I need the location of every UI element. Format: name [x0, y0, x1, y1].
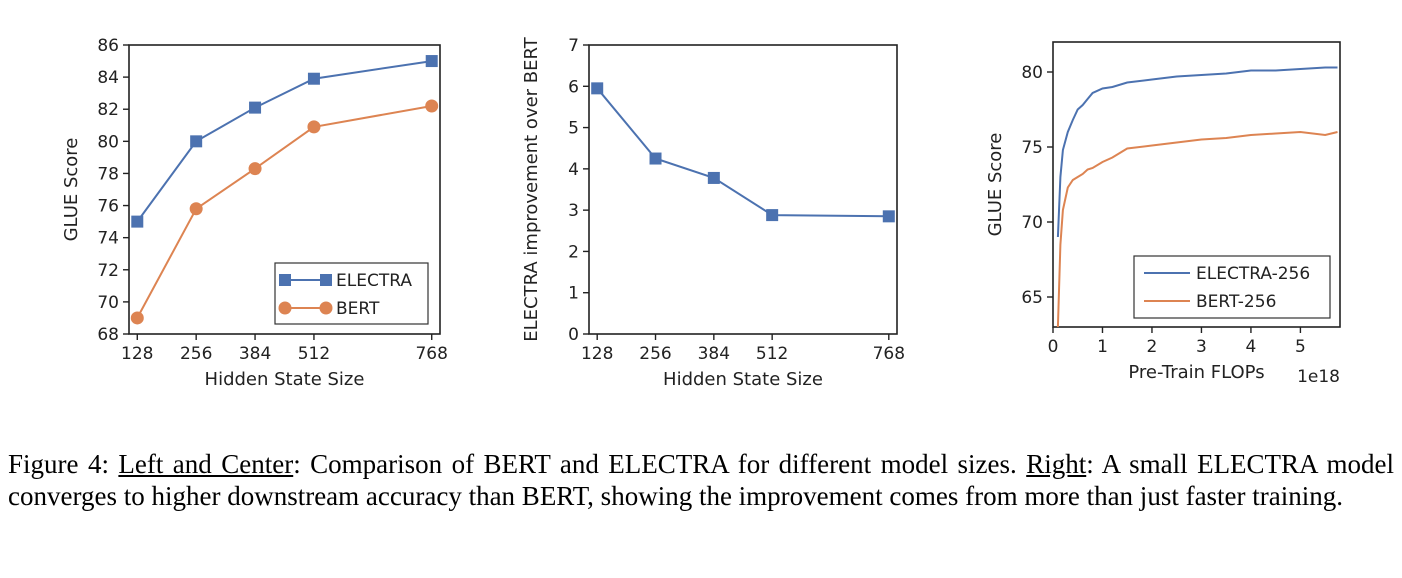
- y-axis-label: GLUE Score: [61, 138, 82, 242]
- data-point-square: [707, 171, 720, 184]
- x-axis-label: Pre-Train FLOPs: [1128, 362, 1264, 383]
- data-point-circle: [130, 311, 144, 325]
- x-tick-label: 384: [239, 344, 271, 364]
- data-point-square: [766, 209, 779, 222]
- x-tick-label: 512: [756, 344, 788, 364]
- caption-mid: : Comparison of BERT and ELECTRA for dif…: [293, 449, 1027, 479]
- x-axis-label: Hidden State Size: [205, 369, 365, 390]
- y-tick-label: 2: [568, 242, 579, 262]
- y-tick-label: 70: [1021, 213, 1043, 233]
- data-point-square: [649, 152, 662, 165]
- x-tick-label: 768: [415, 344, 447, 364]
- x-tick-label: 256: [639, 344, 671, 364]
- legend-marker: [278, 301, 292, 315]
- data-point-square: [425, 55, 438, 68]
- data-point-square: [190, 135, 203, 148]
- series-line-electra-256: [1056, 66, 1338, 238]
- x-tick-label: 5: [1295, 337, 1306, 357]
- y-tick-label: 72: [97, 261, 119, 281]
- x-axis-multiplier: 1e18: [1297, 367, 1340, 387]
- x-tick-label: 768: [873, 344, 905, 364]
- y-tick-label: 75: [1021, 138, 1043, 158]
- legend-marker: [319, 301, 333, 315]
- x-tick-label: 512: [298, 344, 330, 364]
- plot-frame: [128, 44, 441, 335]
- legend-label: ELECTRA: [336, 271, 412, 291]
- data-point-circle: [425, 99, 439, 113]
- legend-label: BERT-256: [1196, 292, 1276, 312]
- caption-left-center: Left and Center: [118, 449, 294, 479]
- data-point-square: [591, 82, 604, 95]
- series-line-improvement: [596, 87, 889, 218]
- center-chart: 128 256 384 512 768 0 1 2 3 4 5 6 7 Hidden State Size…: [521, 36, 905, 390]
- y-tick-label: 84: [97, 68, 119, 88]
- y-tick-label: 0: [568, 325, 579, 345]
- y-tick-label: 70: [97, 293, 119, 313]
- legend-box: [274, 262, 429, 325]
- data-point-square: [882, 210, 895, 223]
- y-tick-label: 7: [568, 36, 579, 56]
- y-tick-label: 86: [97, 36, 119, 56]
- right-chart: 0 1 2 3 4 5 65 70 75 80 Pre-Train FLOPs GLUE Score 1…: [985, 41, 1341, 387]
- y-tick-label: 1: [568, 284, 579, 304]
- legend-marker: [279, 274, 291, 286]
- y-axis-label: GLUE Score: [985, 133, 1006, 237]
- y-tick-label: 68: [97, 325, 119, 345]
- x-tick-label: 0: [1048, 337, 1059, 357]
- data-point-circle: [189, 202, 203, 216]
- legend-label: BERT: [336, 299, 380, 319]
- data-point-square: [249, 101, 262, 114]
- y-tick-label: 6: [568, 77, 579, 97]
- x-tick-label: 3: [1196, 337, 1207, 357]
- data-point-circle: [248, 162, 262, 176]
- y-tick-label: 65: [1021, 288, 1043, 308]
- caption-right: Right: [1026, 449, 1087, 479]
- legend-label: ELECTRA-256: [1196, 264, 1310, 284]
- x-tick-label: 4: [1246, 337, 1257, 357]
- series-line-electra: [136, 60, 432, 223]
- y-tick-label: 74: [97, 229, 119, 249]
- y-tick-label: 5: [568, 119, 579, 139]
- y-axis-label: ELECTRA improvement over BERT: [521, 36, 542, 341]
- x-tick-label: 384: [698, 344, 730, 364]
- plot-frame: [1052, 41, 1341, 328]
- data-point-circle: [307, 120, 321, 134]
- y-tick-label: 80: [1021, 63, 1043, 83]
- y-tick-label: 82: [97, 100, 119, 120]
- y-tick-label: 3: [568, 201, 579, 221]
- y-tick-label: 4: [568, 160, 579, 180]
- x-tick-label: 128: [121, 344, 153, 364]
- plot-frame: [588, 44, 898, 335]
- x-tick-label: 128: [581, 344, 613, 364]
- left-chart: 128 256 384 512 768 68 70 72 74 76 78 80 82 84 86 Hidde…: [61, 36, 448, 390]
- figure-charts: 128 256 384 512 76868707274767880828486Hidde…: [61, 36, 1341, 390]
- y-tick-label: 78: [97, 164, 119, 184]
- legend-box: [1133, 255, 1331, 319]
- data-point-square: [307, 72, 320, 85]
- legend-marker: [320, 274, 332, 286]
- data-point-square: [131, 215, 144, 228]
- x-axis-label: Hidden State Size: [663, 369, 823, 390]
- series-line-bert-256: [1056, 130, 1338, 328]
- x-tick-label: 256: [180, 344, 212, 364]
- caption-rest: : A small ELECTRA model converges to hig…: [8, 449, 1394, 511]
- y-tick-label: 76: [97, 197, 119, 217]
- x-tick-label: 1: [1097, 337, 1108, 357]
- y-tick-label: 80: [97, 132, 119, 152]
- x-tick-label: 2: [1147, 337, 1158, 357]
- figure-caption: Figure 4: Left and Center: Comparison of…: [8, 448, 1394, 512]
- caption-prefix: Figure 4:: [8, 449, 119, 479]
